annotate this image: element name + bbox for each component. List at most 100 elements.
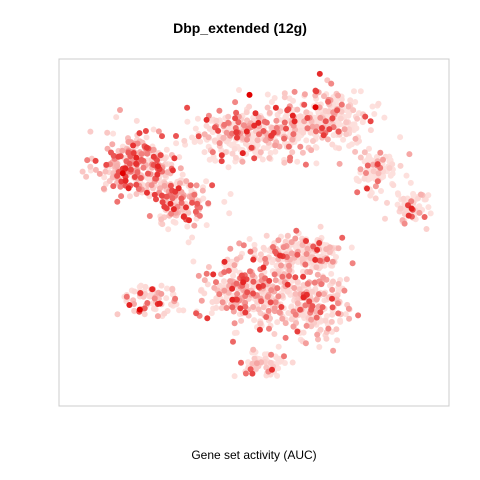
data-point xyxy=(235,119,242,126)
data-point xyxy=(311,279,318,286)
data-point xyxy=(210,271,217,278)
data-point xyxy=(313,296,320,303)
data-point xyxy=(382,215,388,222)
data-point xyxy=(230,338,236,345)
data-point xyxy=(301,91,308,98)
data-point xyxy=(384,199,390,206)
data-point xyxy=(319,304,326,311)
data-point xyxy=(173,133,179,139)
data-point xyxy=(155,128,162,135)
data-point xyxy=(281,119,288,126)
data-point xyxy=(227,245,234,252)
data-point xyxy=(126,302,133,308)
data-point xyxy=(130,142,137,149)
data-point xyxy=(133,154,140,161)
data-point xyxy=(371,111,378,117)
data-point xyxy=(177,180,183,187)
data-point xyxy=(123,293,130,300)
data-point xyxy=(367,192,374,199)
data-point xyxy=(292,290,299,297)
data-point xyxy=(209,149,216,156)
data-point xyxy=(237,305,244,312)
data-point xyxy=(233,280,240,287)
data-point xyxy=(233,129,240,136)
data-point xyxy=(158,192,165,199)
data-point xyxy=(297,143,304,150)
data-point xyxy=(304,125,311,132)
data-point xyxy=(240,122,247,129)
data-point xyxy=(312,144,319,150)
data-point xyxy=(317,309,324,316)
data-point xyxy=(316,70,323,77)
data-point xyxy=(291,88,298,95)
data-point xyxy=(233,296,240,303)
data-point xyxy=(299,312,306,319)
data-point xyxy=(303,137,310,144)
data-point xyxy=(293,227,300,234)
data-point xyxy=(362,113,369,120)
data-point xyxy=(294,106,301,113)
data-point xyxy=(84,157,91,164)
data-point xyxy=(211,137,218,144)
data-point xyxy=(292,274,299,281)
data-point xyxy=(191,191,198,198)
data-point xyxy=(324,77,331,84)
data-point xyxy=(286,262,292,269)
data-point xyxy=(158,216,165,223)
data-point xyxy=(231,373,238,380)
data-point xyxy=(163,295,170,302)
data-point xyxy=(215,127,222,134)
data-point xyxy=(184,104,191,111)
data-point xyxy=(378,188,384,194)
data-point xyxy=(184,223,191,230)
data-point xyxy=(284,232,291,239)
data-point xyxy=(242,370,249,377)
data-point xyxy=(292,311,299,318)
data-point xyxy=(136,306,143,313)
data-point xyxy=(302,302,309,309)
data-point xyxy=(239,158,246,165)
data-point xyxy=(198,287,204,294)
data-point xyxy=(131,301,137,307)
data-point xyxy=(194,200,201,207)
data-point xyxy=(233,109,240,116)
data-point xyxy=(423,226,430,232)
x-axis-label: Gene set activity (AUC) xyxy=(191,448,317,462)
data-point xyxy=(133,191,140,197)
data-point xyxy=(250,256,257,263)
data-point xyxy=(272,299,279,306)
data-point xyxy=(294,300,301,307)
data-point xyxy=(289,136,296,143)
data-point xyxy=(304,280,311,287)
data-point xyxy=(242,303,249,310)
data-point xyxy=(133,160,140,167)
data-point xyxy=(427,210,434,217)
data-point xyxy=(273,117,280,124)
data-point xyxy=(213,304,220,311)
data-point xyxy=(236,240,243,247)
data-point xyxy=(110,183,117,190)
data-point xyxy=(199,187,206,194)
data-point xyxy=(229,285,236,292)
data-point xyxy=(198,297,205,304)
data-point xyxy=(297,306,304,313)
data-point xyxy=(190,258,197,265)
data-point xyxy=(114,311,121,318)
data-point xyxy=(240,279,247,286)
data-point xyxy=(322,317,329,324)
data-point xyxy=(374,178,381,185)
data-point xyxy=(110,130,117,137)
data-point xyxy=(363,170,369,176)
data-point xyxy=(175,185,182,192)
data-point xyxy=(151,295,158,302)
data-point xyxy=(163,193,170,200)
data-point xyxy=(213,279,219,286)
data-point xyxy=(143,134,150,141)
data-point xyxy=(280,244,287,251)
data-point xyxy=(375,170,382,177)
data-point xyxy=(343,276,350,283)
data-point xyxy=(232,99,239,106)
data-point xyxy=(96,170,103,177)
data-point xyxy=(352,99,359,105)
data-point xyxy=(307,129,314,136)
